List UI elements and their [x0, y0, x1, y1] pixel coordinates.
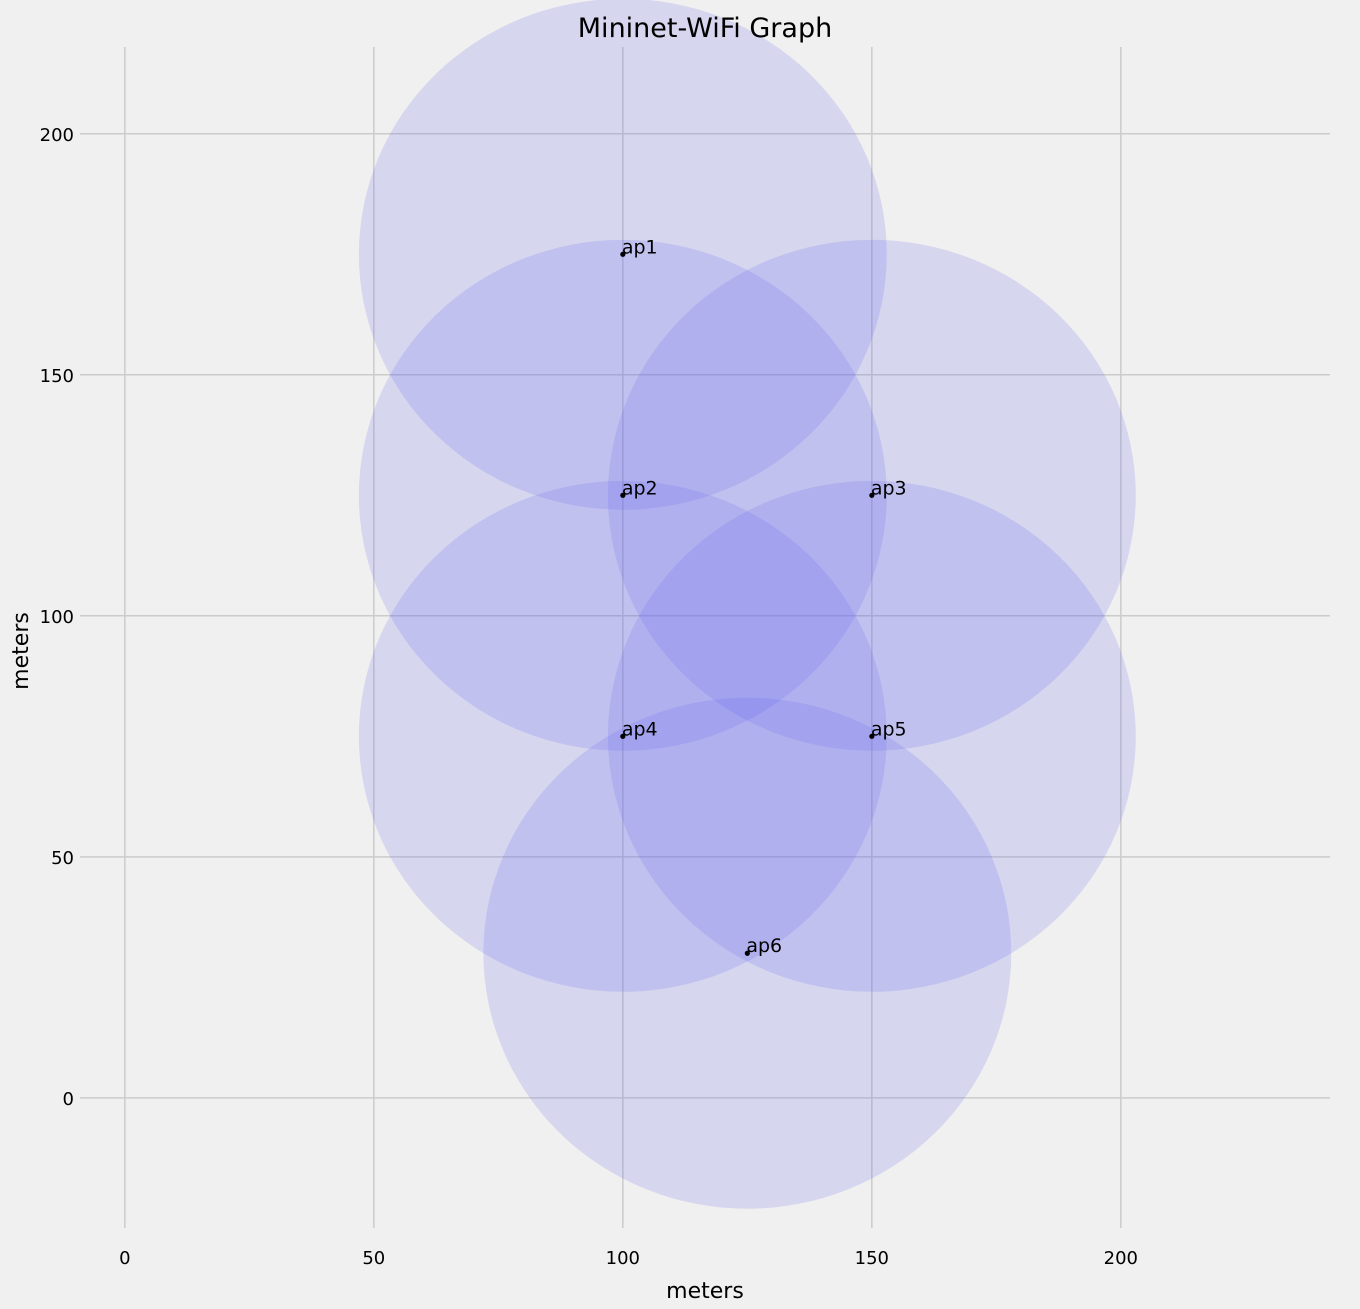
x-tick-label: 100: [606, 1248, 640, 1269]
node-label-ap3: ap3: [871, 477, 907, 499]
access-points: ap1 ap2 ap3 ap4 ap5 ap6: [620, 236, 907, 957]
chart-title: Mininet-WiFi Graph: [578, 13, 832, 44]
node-label-ap1: ap1: [622, 236, 658, 258]
y-tick-label: 200: [40, 125, 74, 146]
grid: [80, 47, 1330, 1228]
node-point-ap6: [744, 950, 750, 956]
y-tick-label: 150: [40, 366, 74, 387]
node-label-ap4: ap4: [622, 718, 658, 740]
x-tick-label: 200: [1104, 1248, 1138, 1269]
node-label-ap6: ap6: [746, 935, 782, 957]
coverage-ranges: [358, 0, 1136, 1209]
node-point-ap5: [869, 733, 875, 739]
node-point-ap1: [620, 251, 626, 257]
node-point-ap4: [620, 733, 626, 739]
node-label-ap5: ap5: [871, 718, 907, 740]
node-point-ap2: [620, 492, 626, 498]
y-tick-label: 50: [51, 848, 74, 869]
x-tick-label: 150: [855, 1248, 889, 1269]
x-tick-label: 0: [119, 1248, 130, 1269]
y-tick-label: 0: [63, 1089, 74, 1110]
axis-ticks: 0 50 100 150 200 0 50 100 150 200: [40, 125, 1138, 1269]
y-axis-label: meters: [9, 612, 34, 690]
x-axis-label: meters: [666, 1279, 744, 1304]
node-point-ap3: [869, 492, 875, 498]
y-tick-label: 100: [40, 607, 74, 628]
node-label-ap2: ap2: [622, 477, 658, 499]
x-tick-label: 50: [362, 1248, 385, 1269]
